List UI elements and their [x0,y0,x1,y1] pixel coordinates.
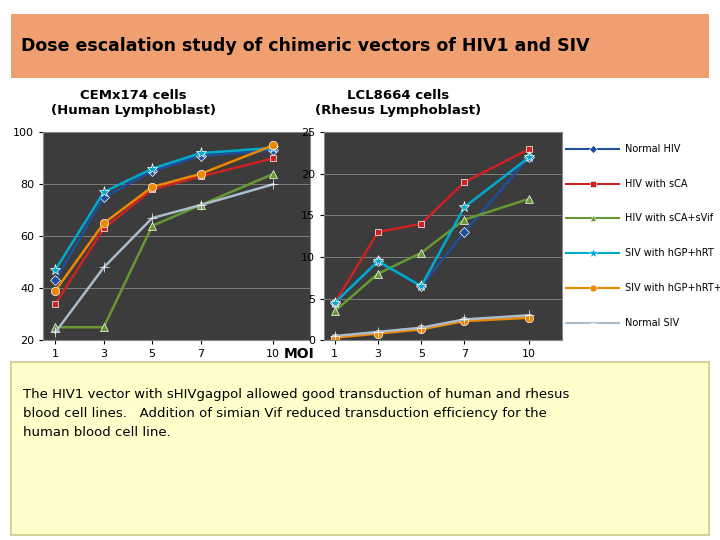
Text: CEMx174 cells
(Human Lymphoblast): CEMx174 cells (Human Lymphoblast) [50,89,215,117]
Text: HIV with sCA: HIV with sCA [625,179,688,188]
Text: Dose escalation study of chimeric vectors of HIV1 and SIV: Dose escalation study of chimeric vector… [22,37,590,55]
Text: SIV with hGP+hRT+hVif: SIV with hGP+hRT+hVif [625,283,720,293]
Text: The HIV1 vector with sHIVgagpol allowed good transduction of human and rhesus
bl: The HIV1 vector with sHIVgagpol allowed … [23,388,570,438]
Text: SIV with hGP+hRT: SIV with hGP+hRT [625,248,714,258]
Text: Normal SIV: Normal SIV [625,318,679,328]
Text: MOI: MOI [284,347,314,361]
Text: HIV with sCA+sVif: HIV with sCA+sVif [625,213,714,224]
Text: Normal HIV: Normal HIV [625,144,680,154]
Text: LCL8664 cells
(Rhesus Lymphoblast): LCL8664 cells (Rhesus Lymphoblast) [315,89,482,117]
